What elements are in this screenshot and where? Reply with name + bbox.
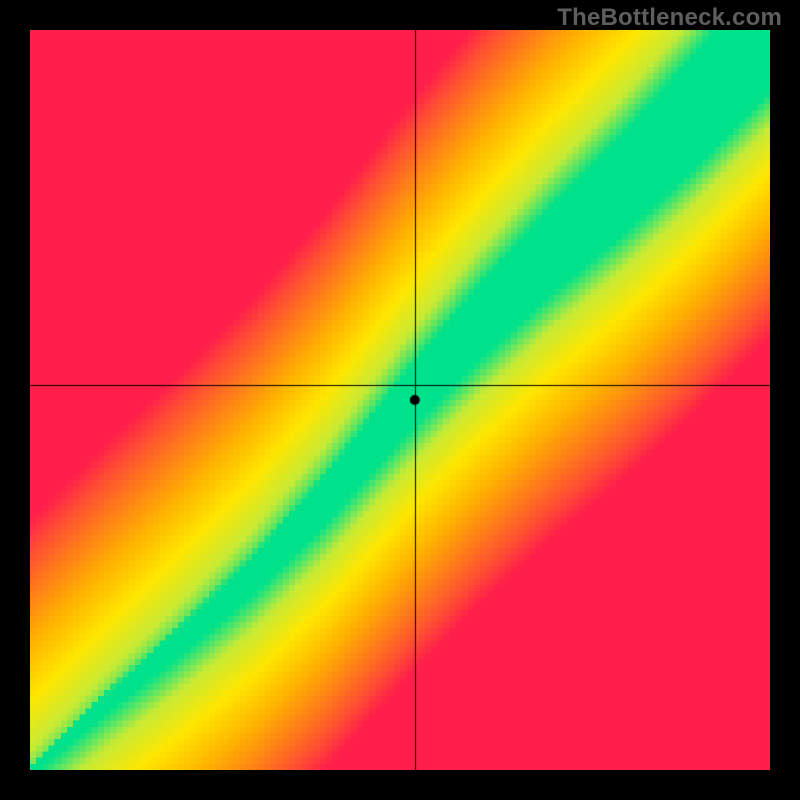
chart-container: TheBottleneck.com [0, 0, 800, 800]
crosshair-overlay [30, 30, 770, 770]
watermark-text: TheBottleneck.com [557, 4, 782, 32]
